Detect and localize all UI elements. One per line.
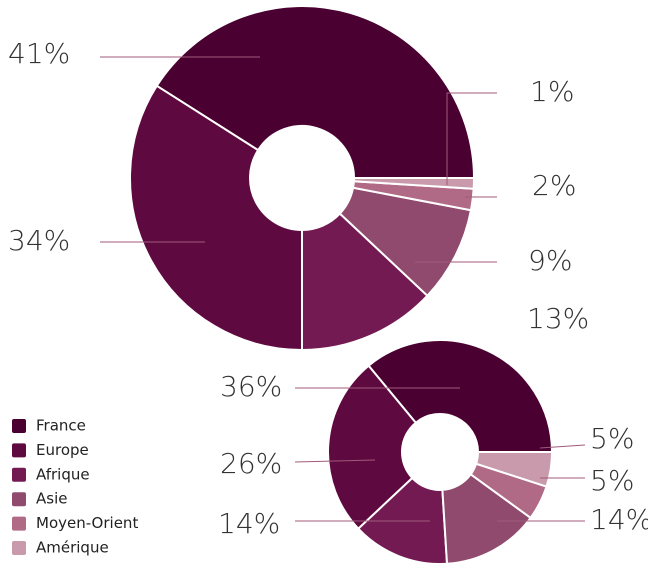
legend-swatch — [12, 467, 26, 482]
slice — [129, 84, 303, 352]
data-label: 1% — [530, 75, 574, 108]
data-label: 41% — [8, 37, 70, 70]
legend-label: France — [36, 417, 86, 435]
data-label: 14% — [218, 507, 280, 540]
slice — [367, 339, 554, 453]
legend-swatch — [12, 516, 26, 531]
data-label: 36% — [220, 370, 282, 403]
data-label: 2% — [532, 169, 576, 202]
data-label: 5% — [590, 422, 634, 455]
data-label: 13% — [527, 302, 589, 335]
legend-swatch — [12, 492, 26, 507]
leader-line — [294, 459, 376, 463]
leader-line — [446, 92, 497, 185]
slice — [301, 212, 429, 352]
data-label: 26% — [220, 447, 282, 480]
data-label: 34% — [8, 224, 70, 257]
slice — [474, 451, 554, 488]
legend-swatch — [12, 541, 26, 555]
legend-swatch — [12, 419, 26, 433]
slice — [338, 186, 473, 298]
data-label: 14% — [590, 503, 648, 536]
legend-label: Asie — [36, 490, 67, 508]
data-label: 9% — [528, 244, 572, 277]
leader-line — [539, 444, 586, 449]
legend-label: Europe — [36, 441, 89, 459]
legend-label: Afrique — [36, 465, 90, 483]
slice — [352, 177, 476, 190]
data-label: 5% — [590, 464, 634, 497]
legend-label: Moyen-Orient — [36, 514, 138, 532]
legend-swatch — [12, 443, 26, 458]
slice — [441, 472, 533, 563]
slice — [327, 364, 418, 531]
legend-label: Amérique — [36, 539, 109, 557]
slice — [469, 462, 548, 520]
